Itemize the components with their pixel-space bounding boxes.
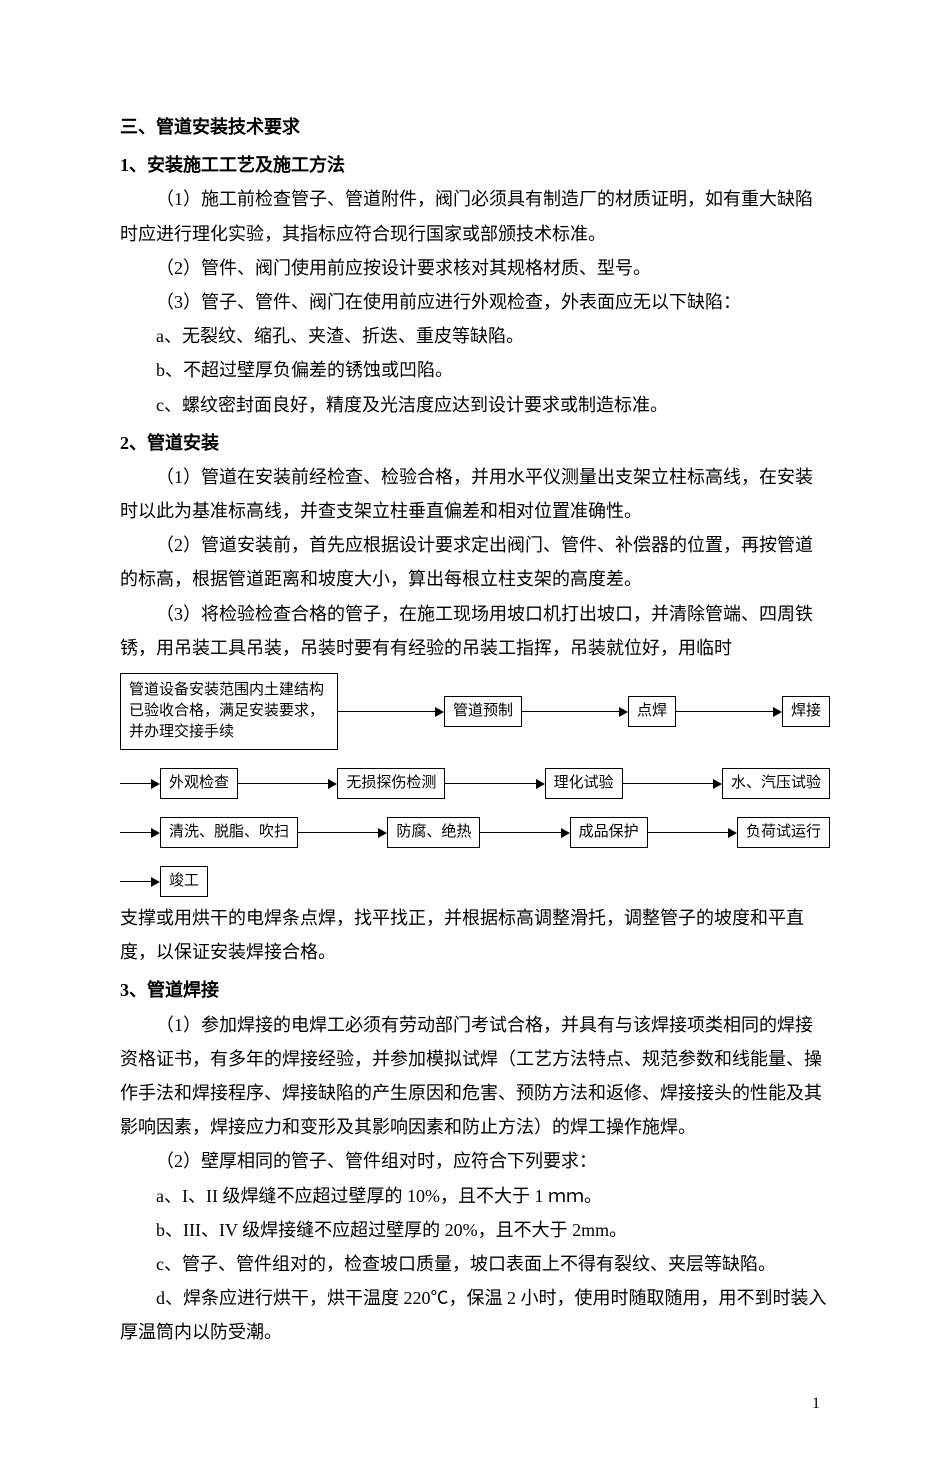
arrow-right-icon <box>623 779 722 789</box>
body-text: b、III、IV 级焊接缝不应超过壁厚的 20%，且不大于 2mm。 <box>120 1213 830 1247</box>
flow-node: 焊接 <box>782 696 830 727</box>
arrow-right-icon <box>238 779 337 789</box>
arrow-right-icon <box>676 707 782 717</box>
body-text: d、焊条应进行烘干，烘干温度 220℃，保温 2 小时，使用时随取随用，用不到时… <box>120 1281 830 1349</box>
flow-node: 竣工 <box>160 866 208 897</box>
arrow-right-icon <box>522 707 628 717</box>
flow-row: 清洗、脱脂、吹扫 防腐、绝热 成品保护 负荷试运行 <box>120 817 830 848</box>
flow-node: 成品保护 <box>570 817 648 848</box>
arrow-right-icon <box>120 828 160 838</box>
body-text: （3）将检验检查合格的管子，在施工现场用坡口机打出坡口，并清除管端、四周铁锈，用… <box>120 597 830 665</box>
body-text: a、无裂纹、缩孔、夹渣、折迭、重皮等缺陷。 <box>120 319 830 353</box>
body-text: （2）壁厚相同的管子、管件组对时，应符合下列要求： <box>120 1144 830 1178</box>
flow-node: 管道预制 <box>444 696 522 727</box>
subsection-title: 3、管道焊接 <box>120 973 830 1007</box>
arrow-right-icon <box>120 877 160 887</box>
page-number: 1 <box>120 1389 830 1419</box>
arrow-right-icon <box>338 707 444 717</box>
body-text: c、管子、管件组对的，检查坡口质量，坡口表面上不得有裂纹、夹层等缺陷。 <box>120 1247 830 1281</box>
flow-node: 无损探伤检测 <box>337 768 445 799</box>
flow-node: 管道设备安装范围内土建结构已验收合格，满足安装要求，并办理交接手续 <box>120 673 338 750</box>
flow-node: 防腐、绝热 <box>387 817 480 848</box>
flow-row: 竣工 <box>120 866 830 897</box>
document-page: 三、管道安装技术要求 1、安装施工工艺及施工方法 （1）施工前检查管子、管道附件… <box>0 0 950 1480</box>
body-text: b、不超过壁厚负偏差的锈蚀或凹陷。 <box>120 353 830 387</box>
body-text: 支撑或用烘干的电焊条点焊，找平找正，并根据标高调整滑托，调整管子的坡度和平直度，… <box>120 901 830 969</box>
body-text: （2）管道安装前，首先应根据设计要求定出阀门、管件、补偿器的位置，再按管道的标高… <box>120 528 830 596</box>
arrow-right-icon <box>648 828 737 838</box>
section-title: 三、管道安装技术要求 <box>120 110 830 144</box>
flow-node: 理化试验 <box>545 768 623 799</box>
flow-node: 水、汽压试验 <box>722 768 830 799</box>
body-text: （2）管件、阀门使用前应按设计要求核对其规格材质、型号。 <box>120 251 830 285</box>
body-text: （1）参加焊接的电焊工必须有劳动部门考试合格，并具有与该焊接项类相同的焊接资格证… <box>120 1008 830 1145</box>
subsection-title: 2、管道安装 <box>120 426 830 460</box>
body-text: （1）管道在安装前经检查、检验合格，并用水平仪测量出支架立柱标高线，在安装时以此… <box>120 460 830 528</box>
flow-node: 负荷试运行 <box>737 817 830 848</box>
body-text: a、I、II 级焊缝不应超过壁厚的 10%，且不大于 1 ｍｍ。 <box>120 1179 830 1213</box>
body-text: （1）施工前检查管子、管道附件，阀门必须具有制造厂的材质证明，如有重大缺陷时应进… <box>120 182 830 250</box>
arrow-right-icon <box>480 828 569 838</box>
body-text: c、螺纹密封面良好，精度及光洁度应达到设计要求或制造标准。 <box>120 388 830 422</box>
flow-node: 清洗、脱脂、吹扫 <box>160 817 298 848</box>
flow-row: 外观检查 无损探伤检测 理化试验 水、汽压试验 <box>120 768 830 799</box>
flow-row: 管道设备安装范围内土建结构已验收合格，满足安装要求，并办理交接手续 管道预制 点… <box>120 673 830 750</box>
subsection-title: 1、安装施工工艺及施工方法 <box>120 148 830 182</box>
arrow-right-icon <box>120 779 160 789</box>
flow-node: 点焊 <box>628 696 676 727</box>
arrow-right-icon <box>445 779 544 789</box>
flow-node: 外观检查 <box>160 768 238 799</box>
body-text: （3）管子、管件、阀门在使用前应进行外观检查，外表面应无以下缺陷： <box>120 285 830 319</box>
flowchart: 管道设备安装范围内土建结构已验收合格，满足安装要求，并办理交接手续 管道预制 点… <box>120 673 830 897</box>
arrow-right-icon <box>298 828 387 838</box>
